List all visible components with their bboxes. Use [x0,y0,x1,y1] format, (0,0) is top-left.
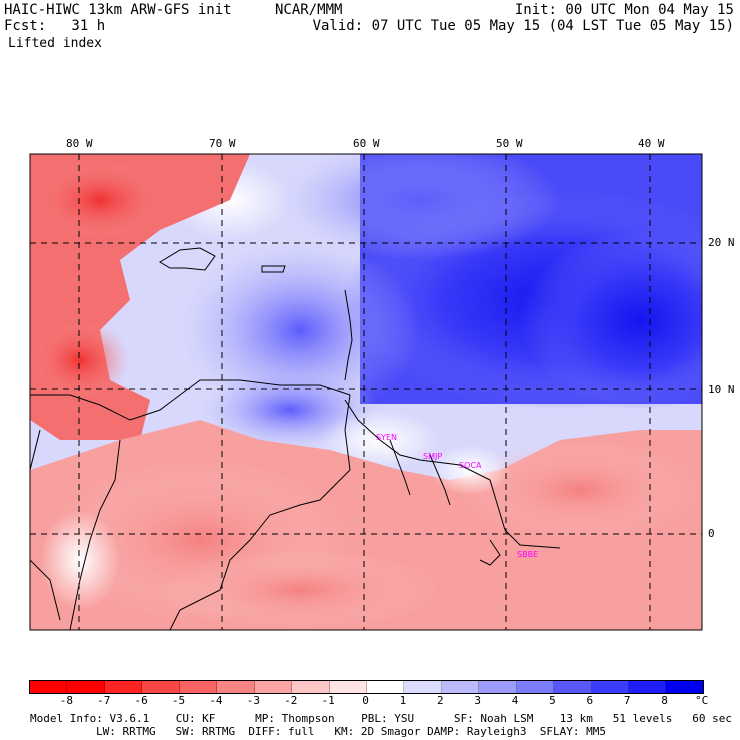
colorbar-swatch [67,681,105,693]
colorbar-swatch [629,681,667,693]
colorbar-swatch [254,681,293,693]
lon-label: 40 W [638,137,665,150]
coastlines [29,247,561,631]
colorbar-tick-label: -5 [171,694,186,707]
lat-label: 10 N [708,383,735,396]
colorbar-tick-label: 4 [511,694,519,707]
city-label-soca: SOCA [459,461,482,470]
model-info-line2: LW: RRTMG SW: RRTMG DIFF: full KM: 2D Sm… [96,725,606,738]
map-frame [29,153,703,631]
colorbar-swatch [30,681,68,693]
lon-label: 70 W [209,137,236,150]
colorbar-tick-label: -3 [246,694,260,707]
colorbar-swatch [179,681,218,693]
colorbar-swatch [666,681,703,693]
organization: NCAR/MMM [275,2,343,18]
colorbar-swatch [104,681,143,693]
lon-label: 80 W [66,137,93,150]
city-label-smjp: SMJP [423,452,442,461]
colorbar [29,680,704,694]
colorbar-swatch [292,681,330,693]
colorbar-swatch [479,681,517,693]
city-label-syen: SYEN [376,433,397,442]
colorbar-tick-label: -2 [284,694,298,707]
colorbar-tick-label: -7 [97,694,111,707]
lat-lon-grid [30,154,702,630]
colorbar-swatch [366,681,405,693]
colorbar-tick-label: 1 [399,694,407,707]
init-time: Init: 00 UTC Mon 04 May 15 [514,2,734,18]
colorbar-swatch [516,681,555,693]
colorbar-tick-label: -6 [134,694,148,707]
colorbar-labels: -8 -7 -6 -5 -4 -3 -2 -1 0 1 2 3 4 5 6 7 8 [29,694,702,708]
forecast-hour: Fcst: 31 h [4,18,106,34]
colorbar-unit: °C [695,694,709,707]
colorbar-swatch [441,681,480,693]
lon-label: 50 W [496,137,523,150]
colorbar-tick-label: 8 [661,694,668,707]
colorbar-swatch [142,681,180,693]
model-title: HAIC-HIWC 13km ARW-GFS init [4,2,232,18]
colorbar-tick-label: 3 [474,694,481,707]
colorbar-swatch [217,681,255,693]
city-label-sbbe: SBBE [517,550,538,559]
colorbar-tick-label: -8 [59,694,73,707]
colorbar-tick-label: -4 [209,694,223,707]
lon-label: 60 W [353,137,380,150]
colorbar-swatch [591,681,629,693]
colorbar-swatch [329,681,367,693]
valid-time: Valid: 07 UTC Tue 05 May 15 (04 LST Tue … [312,18,734,34]
colorbar-tick-label: 6 [586,694,594,707]
colorbar-tick-label: 2 [436,694,444,707]
colorbar-swatch [404,681,442,693]
colorbar-tick-label: 5 [549,694,556,707]
lat-label: 20 N [708,236,735,249]
field-name: Lifted index [8,36,102,51]
shaded-field [30,154,702,630]
colorbar-tick-label: 7 [623,694,631,707]
colorbar-tick-label: 0 [362,694,369,707]
colorbar-tick-label: -1 [321,694,335,707]
model-info-line1: Model Info: V3.6.1 CU: KF MP: Thompson P… [30,712,732,725]
colorbar-swatch [554,681,592,693]
lat-label: 0 [708,527,715,540]
